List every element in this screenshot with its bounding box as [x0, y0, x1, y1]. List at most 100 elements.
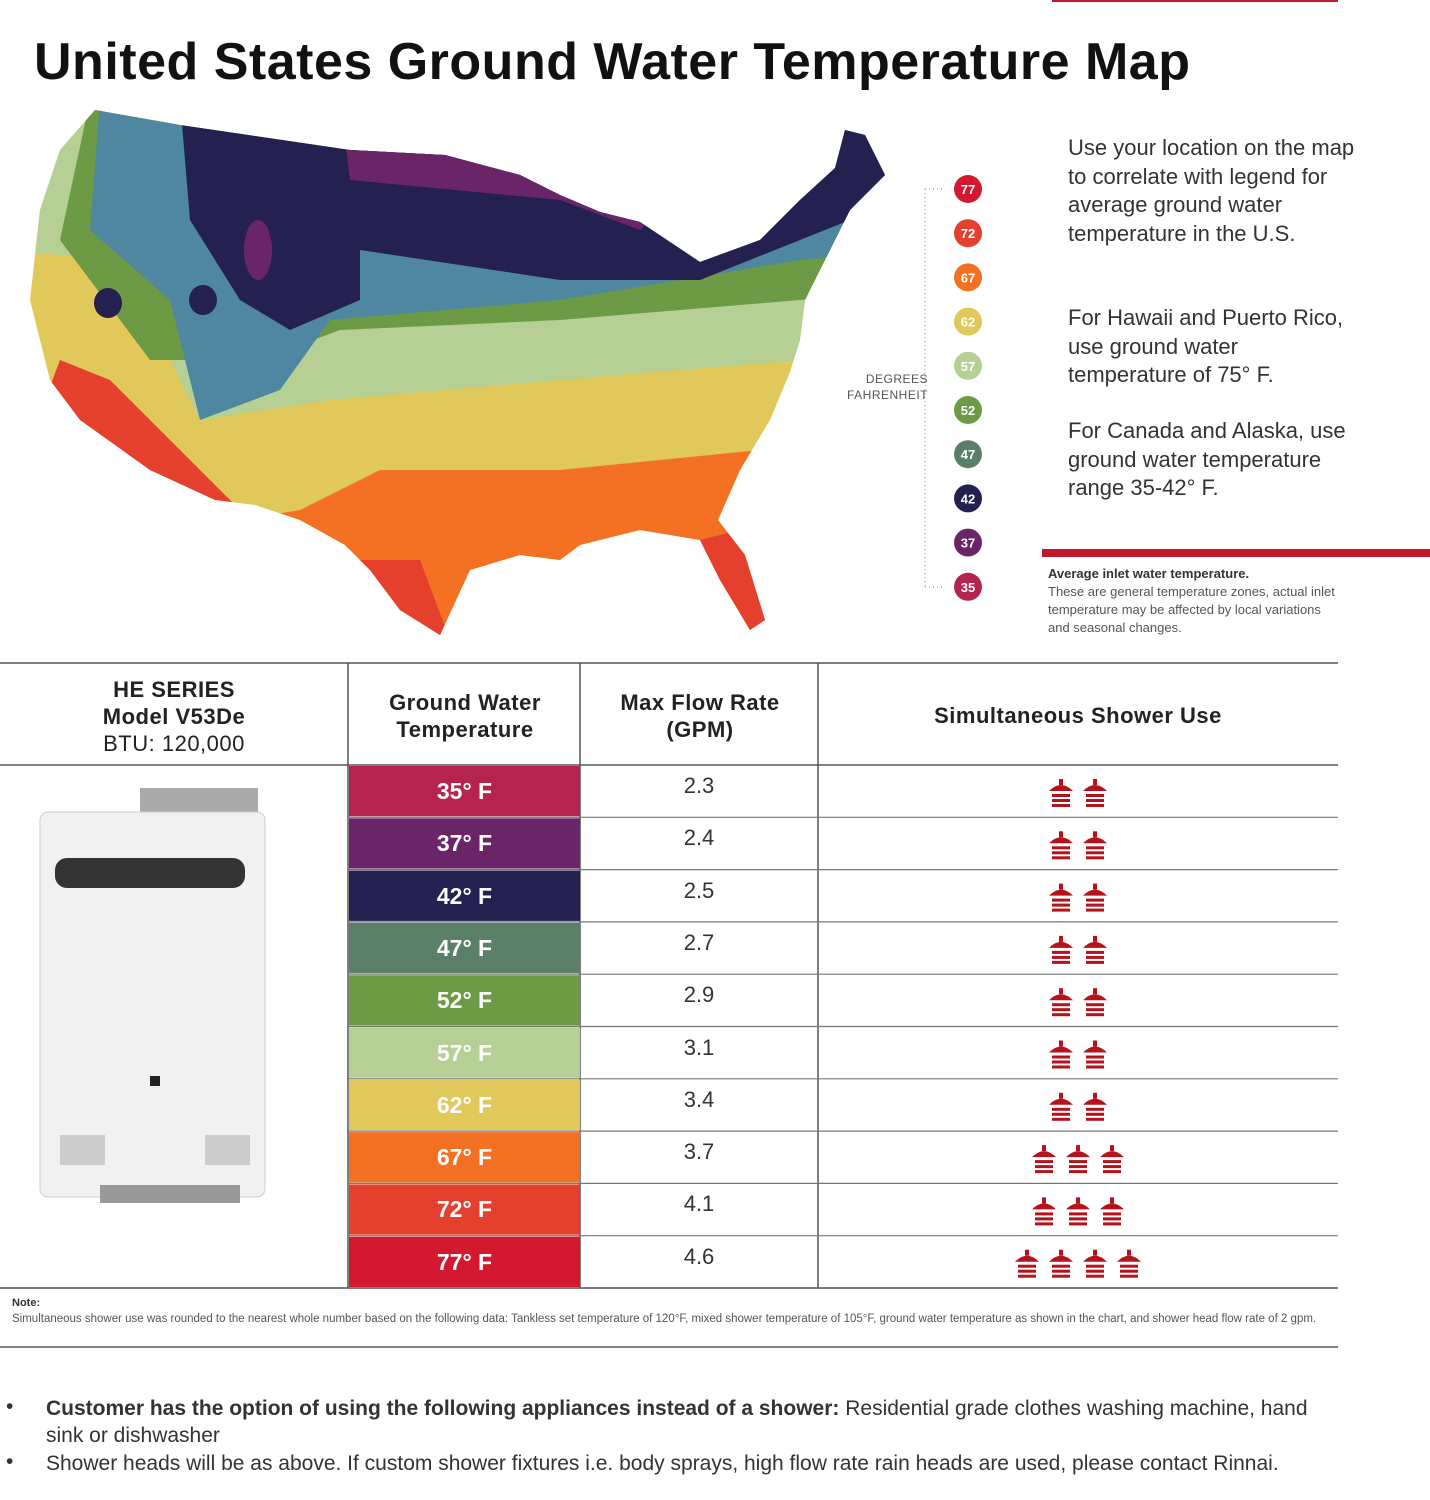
shower-spray	[1052, 898, 1070, 902]
bullet-bold: Customer has the option of using the fol…	[46, 1397, 840, 1420]
shower-spray	[1052, 1269, 1070, 1273]
shower-stem	[1110, 1197, 1114, 1204]
shower-spray	[1052, 1274, 1070, 1278]
shower-spray	[1069, 1222, 1087, 1226]
flow-rate: 4.6	[683, 1243, 715, 1269]
flow-rate: 2.5	[683, 877, 715, 903]
shower-spray	[1103, 1170, 1121, 1174]
legend-swatch	[954, 484, 982, 513]
legend-label: 67	[961, 270, 975, 285]
flow-rate: 2.7	[683, 929, 715, 955]
temp-swatch	[349, 922, 580, 974]
shower-spray	[1052, 856, 1070, 860]
btu: BTU: 120,000	[103, 731, 245, 756]
shower-spray	[1052, 846, 1070, 850]
shower-icons	[1049, 779, 1107, 807]
side-paragraph: Use your location on the map to correlat…	[1068, 135, 1355, 246]
shower-spray	[1086, 955, 1104, 959]
shower-head	[1083, 889, 1107, 896]
legend-label: 72	[961, 226, 975, 241]
shower-spray	[1069, 1212, 1087, 1216]
shower-stem	[1093, 1040, 1097, 1047]
shower-head	[1049, 837, 1073, 844]
legend-label: 57	[961, 359, 975, 374]
flow-rate: 4.1	[683, 1191, 715, 1217]
shower-spray	[1052, 1055, 1070, 1059]
shower-head	[1032, 1151, 1056, 1158]
title: United States Ground Water Temperature M…	[34, 33, 1191, 91]
us-map	[30, 110, 885, 635]
shower-icons	[1032, 1197, 1124, 1226]
flow-rate: 3.4	[683, 1086, 715, 1112]
shower-head	[1083, 941, 1107, 948]
shower-stem	[1093, 1092, 1097, 1099]
shower-spray	[1052, 1107, 1070, 1111]
temperature: 35° F	[436, 778, 493, 804]
shower-spray	[1035, 1222, 1053, 1226]
shower-spray	[1069, 1160, 1087, 1164]
shower-spray	[1035, 1217, 1053, 1221]
shower-spray	[1086, 804, 1104, 807]
shower-head	[1015, 1255, 1039, 1262]
shower-spray	[1086, 794, 1104, 797]
shower-spray	[1103, 1165, 1121, 1169]
shower-stem	[1076, 1145, 1080, 1152]
legend-swatch	[954, 572, 982, 601]
shower-spray	[1052, 1008, 1070, 1012]
shower-head	[1032, 1203, 1056, 1210]
flow-rate: 2.4	[683, 825, 715, 851]
shower-spray	[1086, 1117, 1104, 1121]
shower-spray	[1086, 799, 1104, 802]
shower-spray	[1069, 1165, 1087, 1169]
shower-icons	[1032, 1145, 1124, 1174]
shower-stem	[1059, 1249, 1063, 1256]
bullet: Customer has the option of using the fol…	[46, 1395, 1346, 1449]
note-body: These are general temperature zones, act…	[1048, 584, 1335, 635]
shower-head	[1083, 785, 1107, 791]
shower-head	[1049, 1046, 1073, 1053]
shower-icons	[1049, 831, 1107, 860]
shower-spray	[1103, 1160, 1121, 1164]
shower-stem	[1127, 1249, 1131, 1256]
shower-spray	[1120, 1269, 1138, 1273]
legend-label: 52	[961, 403, 975, 418]
shower-spray	[1086, 950, 1104, 954]
legend-label: 37	[961, 536, 975, 551]
temperature: 52° F	[436, 987, 493, 1014]
shower-stem	[1059, 883, 1063, 890]
shower-spray	[1035, 1165, 1053, 1169]
temp-swatch	[349, 1027, 580, 1078]
shower-spray	[1052, 950, 1070, 954]
legend-caption: DEGREES FAHRENHEIT	[846, 372, 928, 402]
shower-spray	[1086, 1274, 1104, 1278]
bullet-dot: •	[6, 1450, 14, 1473]
shower-head	[1049, 994, 1073, 1001]
shower-head	[1083, 1255, 1107, 1262]
flow-rate: 3.1	[683, 1034, 715, 1060]
shower-stem	[1042, 1145, 1046, 1152]
shower-stem	[1093, 1249, 1097, 1256]
shower-spray	[1086, 1264, 1104, 1268]
flow-rate: 2.9	[683, 982, 715, 1008]
temperature: 62° F	[436, 1091, 493, 1118]
legend-swatch	[954, 175, 982, 203]
shower-spray	[1052, 1264, 1070, 1268]
legend-swatch	[954, 307, 982, 336]
shower-spray	[1052, 799, 1070, 802]
legend-swatch	[954, 396, 982, 424]
shower-stem	[1059, 988, 1063, 995]
shower-spray	[1052, 1112, 1070, 1116]
shower-head	[1100, 1203, 1124, 1210]
shower-stem	[1093, 883, 1097, 890]
shower-spray	[1035, 1212, 1053, 1216]
shower-head	[1083, 1046, 1107, 1053]
flow-rate: 3.7	[683, 1139, 715, 1165]
shower-spray	[1103, 1217, 1121, 1221]
shower-spray	[1086, 960, 1104, 964]
shower-spray	[1035, 1160, 1053, 1164]
shower-spray	[1052, 1003, 1070, 1007]
shower-spray	[1086, 903, 1104, 907]
shower-head	[1083, 1098, 1107, 1105]
shower-spray	[1086, 898, 1104, 902]
shower-spray	[1018, 1274, 1036, 1278]
